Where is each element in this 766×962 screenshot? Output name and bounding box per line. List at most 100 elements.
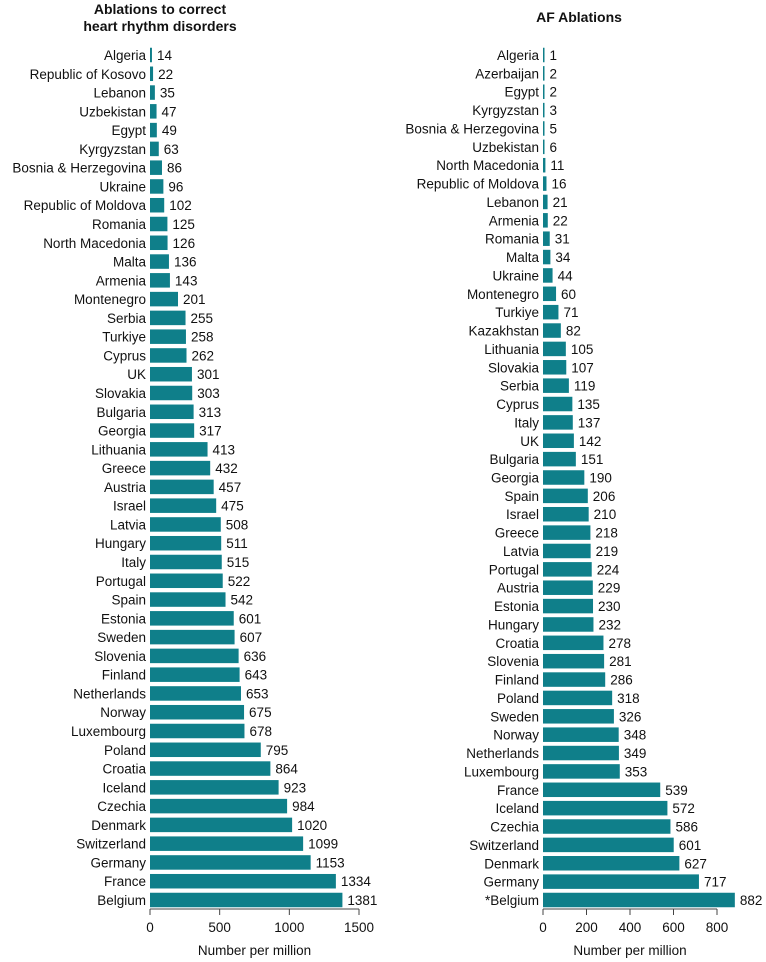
data-label: 511 xyxy=(226,536,248,551)
category-label: Latvia xyxy=(503,544,540,559)
chart-title: AF Ablations xyxy=(536,9,622,25)
data-label: 107 xyxy=(571,360,594,375)
bar xyxy=(543,139,545,155)
data-label: 230 xyxy=(598,599,621,614)
category-label: Serbia xyxy=(500,379,540,394)
category-label: Sweden xyxy=(490,709,539,724)
data-label: 318 xyxy=(617,691,640,706)
category-label: Germany xyxy=(483,875,539,890)
category-label: Denmark xyxy=(91,818,146,833)
category-label: Poland xyxy=(497,691,539,706)
data-label: 515 xyxy=(227,555,250,570)
data-label: 313 xyxy=(199,405,222,420)
bar xyxy=(150,723,245,739)
category-label: Estonia xyxy=(494,599,540,614)
bar xyxy=(543,782,661,798)
bar xyxy=(543,543,591,559)
category-label: Netherlands xyxy=(73,686,146,701)
data-label: 34 xyxy=(555,250,571,265)
category-label: Slovakia xyxy=(95,386,147,401)
bar xyxy=(543,819,671,834)
data-label: 151 xyxy=(581,452,604,467)
data-label: 71 xyxy=(563,305,578,320)
data-label: 1099 xyxy=(308,837,338,852)
category-label: Czechia xyxy=(97,799,146,814)
category-label: Egypt xyxy=(111,123,146,138)
bar xyxy=(543,764,620,779)
bar xyxy=(150,704,245,720)
bar xyxy=(543,415,573,430)
x-tick-label: 0 xyxy=(146,920,154,935)
data-label: 102 xyxy=(169,198,192,213)
data-label: 224 xyxy=(597,562,620,577)
category-label: Finland xyxy=(102,668,146,683)
bar xyxy=(150,780,279,795)
category-label: Bulgaria xyxy=(489,452,539,467)
bar xyxy=(543,360,567,375)
data-label: 475 xyxy=(221,499,244,514)
bar xyxy=(150,310,186,326)
data-label: 278 xyxy=(608,636,631,651)
data-label: 232 xyxy=(598,617,621,632)
category-label: France xyxy=(497,783,539,798)
data-label: 572 xyxy=(672,801,695,816)
category-label: Republic of Kosovo xyxy=(30,67,146,82)
category-label: Switzerland xyxy=(76,837,146,852)
category-label: Greece xyxy=(495,526,539,541)
bar xyxy=(543,323,561,338)
bar xyxy=(543,268,553,283)
bar xyxy=(543,157,546,173)
bar xyxy=(150,85,155,100)
data-label: 457 xyxy=(219,480,242,495)
data-label: 601 xyxy=(239,611,262,626)
data-label: 262 xyxy=(192,348,215,363)
bar xyxy=(150,517,221,532)
data-label: 326 xyxy=(619,709,642,724)
bar xyxy=(150,273,170,288)
category-label: Malta xyxy=(506,250,540,265)
x-tick-label: 0 xyxy=(539,920,547,935)
category-label: Croatia xyxy=(495,636,539,651)
data-label: 675 xyxy=(249,705,272,720)
data-label: 1334 xyxy=(341,874,372,889)
category-label: Republic of Moldova xyxy=(417,177,540,192)
data-label: 607 xyxy=(240,630,263,645)
category-label: Hungary xyxy=(95,536,146,551)
category-label: Lithuania xyxy=(91,442,146,457)
bar xyxy=(543,709,614,724)
bar xyxy=(150,66,154,82)
data-label: 125 xyxy=(172,217,195,232)
category-label: Poland xyxy=(104,743,146,758)
category-label: Cyprus xyxy=(496,397,539,412)
bar xyxy=(543,231,550,246)
bar xyxy=(543,856,680,871)
data-label: 47 xyxy=(162,104,177,119)
data-label: 126 xyxy=(173,236,196,251)
bar xyxy=(543,635,604,651)
bar xyxy=(543,84,545,99)
bar xyxy=(150,592,226,607)
category-label: UK xyxy=(520,434,539,449)
data-label: 984 xyxy=(292,799,315,814)
category-label: Switzerland xyxy=(469,838,539,853)
category-label: Egypt xyxy=(504,85,539,100)
bar xyxy=(150,348,187,363)
data-label: 5 xyxy=(550,121,558,136)
category-label: Bosnia & Herzegovina xyxy=(405,121,539,136)
bar xyxy=(150,648,239,664)
bar xyxy=(543,66,545,81)
bar xyxy=(543,249,551,265)
bar xyxy=(543,690,613,706)
data-label: 143 xyxy=(175,273,198,288)
bar xyxy=(150,573,223,589)
data-label: 2 xyxy=(550,66,558,81)
bar xyxy=(543,892,735,908)
data-label: 1 xyxy=(550,48,558,63)
bar xyxy=(150,892,343,908)
chart-title: heart rhythm disorders xyxy=(83,18,236,34)
bar xyxy=(150,554,222,570)
bar xyxy=(150,104,157,119)
category-label: Kazakhstan xyxy=(468,324,539,339)
data-label: 21 xyxy=(553,195,568,210)
category-label: Iceland xyxy=(495,801,539,816)
